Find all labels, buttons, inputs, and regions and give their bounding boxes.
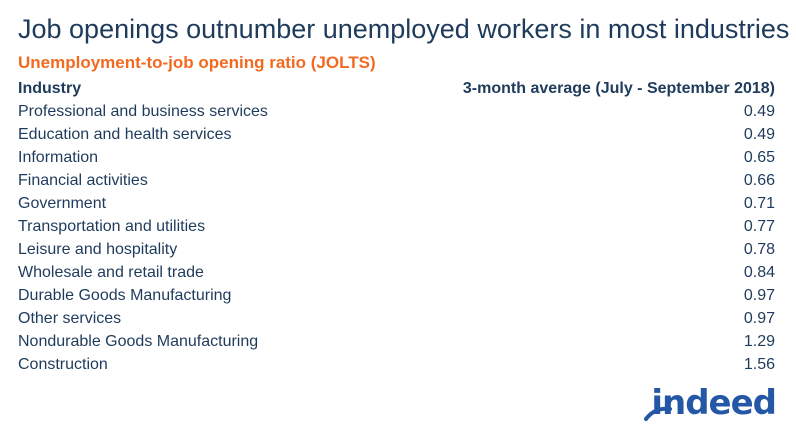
ratio-value-cell: 0.65: [743, 148, 775, 166]
industry-cell: Professional and business services: [18, 102, 268, 120]
table-row: Financial activities 0.66: [18, 169, 775, 192]
ratio-value-cell: 0.97: [743, 286, 775, 304]
ratio-value-cell: 0.71: [743, 194, 775, 212]
industry-cell: Wholesale and retail trade: [18, 263, 204, 281]
column-header-ratio: 3-month average (July - September 2018): [462, 80, 775, 97]
industry-cell: Durable Goods Manufacturing: [18, 286, 232, 304]
industry-cell: Transportation and utilities: [18, 217, 206, 235]
ratio-value-cell: 1.56: [743, 355, 775, 373]
ratio-value-cell: 0.78: [743, 240, 775, 258]
industry-cell: Leisure and hospitality: [18, 240, 178, 258]
ratio-value-cell: 1.29: [743, 332, 775, 350]
table-row: Education and health services 0.49: [18, 123, 775, 146]
table-row: Government 0.71: [18, 192, 775, 215]
table-row: Wholesale and retail trade 0.84: [18, 261, 775, 284]
ratio-value-cell: 0.49: [743, 125, 775, 143]
indeed-logo-text: indeed: [651, 383, 777, 423]
indeed-logo: indeed: [644, 383, 777, 423]
table-header-row: Industry 3-month average (July - Septemb…: [18, 78, 775, 100]
table-row: Transportation and utilities 0.77: [18, 215, 775, 238]
chart-title: Job openings outnumber unemployed worker…: [18, 14, 790, 44]
ratio-value-cell: 0.97: [743, 309, 775, 327]
industry-cell: Government: [18, 194, 107, 212]
table-row: Other services 0.97: [18, 307, 775, 330]
industry-cell: Information: [18, 148, 99, 166]
table-row: Durable Goods Manufacturing 0.97: [18, 284, 775, 307]
ratio-value-cell: 0.66: [743, 171, 775, 189]
ratio-value-cell: 0.77: [743, 217, 775, 235]
ratio-value-cell: 0.84: [743, 263, 775, 281]
table-row: Construction 1.56: [18, 353, 775, 376]
table-body: Professional and business services 0.49 Ed…: [18, 100, 775, 376]
industry-cell: Construction: [18, 355, 108, 373]
industry-cell: Other services: [18, 309, 122, 327]
industry-cell: Education and health services: [18, 125, 232, 143]
table-row: Leisure and hospitality 0.78: [18, 238, 775, 261]
table-row: Professional and business services 0.49: [18, 100, 775, 123]
industry-cell: Financial activities: [18, 171, 148, 189]
chart-subtitle: Unemployment-to-job opening ratio (JOLTS…: [18, 53, 376, 72]
column-header-industry: Industry: [18, 80, 82, 97]
table-row: Information 0.65: [18, 146, 775, 169]
table-row: Nondurable Goods Manufacturing 1.29: [18, 330, 775, 353]
data-table: Industry 3-month average (July - Septemb…: [18, 78, 775, 376]
industry-cell: Nondurable Goods Manufacturing: [18, 332, 259, 350]
ratio-value-cell: 0.49: [743, 102, 775, 120]
